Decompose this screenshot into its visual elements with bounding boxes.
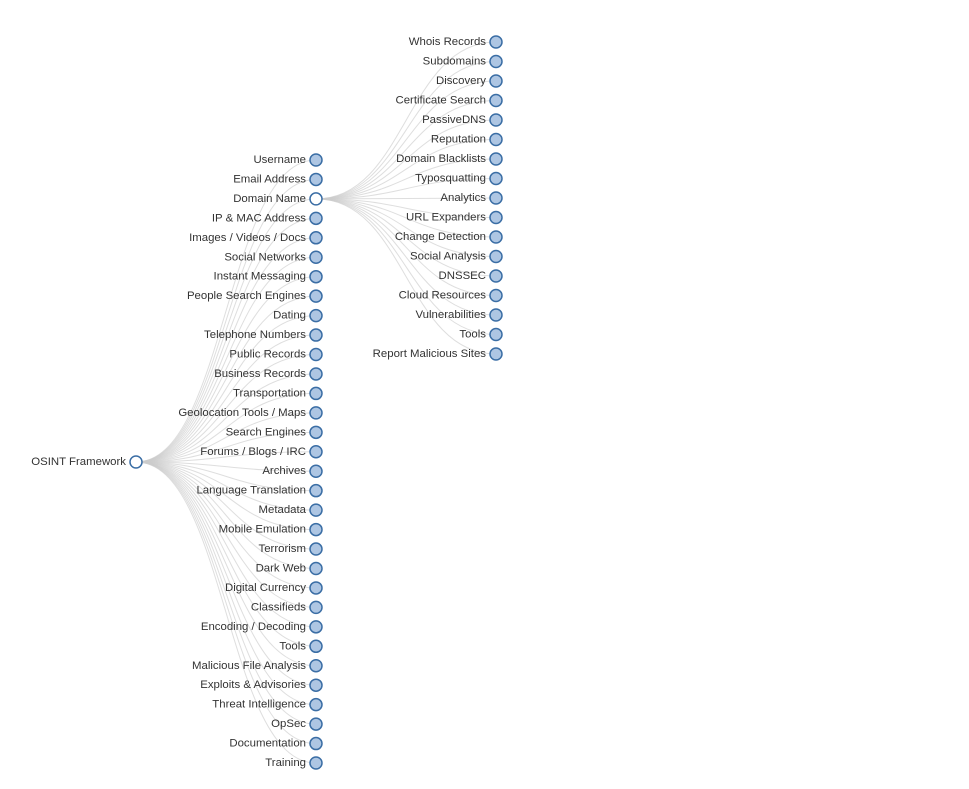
svg-text:Domain Name: Domain Name: [233, 193, 306, 205]
svg-text:OSINT Framework: OSINT Framework: [31, 456, 126, 468]
svg-text:PassiveDNS: PassiveDNS: [422, 114, 486, 126]
svg-text:Forums / Blogs / IRC: Forums / Blogs / IRC: [200, 446, 306, 458]
svg-text:Transportation: Transportation: [233, 387, 306, 399]
svg-text:Typosquatting: Typosquatting: [415, 173, 486, 185]
svg-text:Metadata: Metadata: [259, 504, 307, 516]
svg-text:DNSSEC: DNSSEC: [439, 270, 486, 282]
svg-text:Certificate Search: Certificate Search: [395, 95, 486, 107]
svg-text:OpSec: OpSec: [271, 718, 306, 730]
svg-text:URL Expanders: URL Expanders: [406, 212, 486, 224]
svg-text:Documentation: Documentation: [229, 738, 306, 750]
svg-text:Geolocation Tools / Maps: Geolocation Tools / Maps: [178, 407, 306, 419]
svg-text:Vulnerabilities: Vulnerabilities: [416, 309, 487, 321]
svg-text:Threat Intelligence: Threat Intelligence: [212, 699, 306, 711]
svg-text:Social Analysis: Social Analysis: [410, 251, 486, 263]
svg-text:Archives: Archives: [262, 465, 306, 477]
svg-text:Tools: Tools: [279, 640, 306, 652]
svg-text:Reputation: Reputation: [431, 134, 486, 146]
svg-text:Change Detection: Change Detection: [395, 231, 486, 243]
svg-text:Business Records: Business Records: [214, 368, 306, 380]
svg-text:Instant Messaging: Instant Messaging: [214, 271, 306, 283]
svg-text:Search Engines: Search Engines: [226, 426, 307, 438]
svg-text:Public Records: Public Records: [229, 349, 306, 361]
svg-text:Dating: Dating: [273, 310, 306, 322]
svg-text:Email Address: Email Address: [233, 173, 306, 185]
svg-text:Images / Videos / Docs: Images / Videos / Docs: [189, 232, 306, 244]
svg-text:Telephone Numbers: Telephone Numbers: [204, 329, 306, 341]
svg-text:Encoding / Decoding: Encoding / Decoding: [201, 621, 306, 633]
svg-text:Subdomains: Subdomains: [423, 56, 487, 68]
svg-text:Mobile Emulation: Mobile Emulation: [219, 524, 306, 536]
svg-text:Terrorism: Terrorism: [259, 543, 306, 555]
svg-text:Whois Records: Whois Records: [409, 36, 487, 48]
svg-text:Exploits & Advisories: Exploits & Advisories: [200, 679, 306, 691]
svg-text:Username: Username: [253, 154, 306, 166]
svg-text:People Search Engines: People Search Engines: [187, 290, 306, 302]
svg-text:Digital Currency: Digital Currency: [225, 582, 306, 594]
svg-text:Domain Blacklists: Domain Blacklists: [396, 153, 486, 165]
svg-text:Report Malicious Sites: Report Malicious Sites: [373, 348, 487, 360]
svg-text:Discovery: Discovery: [436, 75, 486, 87]
svg-text:Language Translation: Language Translation: [196, 485, 306, 497]
svg-text:Malicious File Analysis: Malicious File Analysis: [192, 660, 306, 672]
svg-text:Dark Web: Dark Web: [256, 562, 306, 574]
svg-text:Social Networks: Social Networks: [224, 251, 306, 263]
svg-text:Training: Training: [265, 757, 306, 769]
svg-text:Analytics: Analytics: [440, 192, 486, 204]
svg-text:IP & MAC Address: IP & MAC Address: [212, 212, 306, 224]
svg-text:Tools: Tools: [459, 329, 486, 341]
svg-text:Classifieds: Classifieds: [251, 601, 306, 613]
svg-text:Cloud Resources: Cloud Resources: [399, 290, 487, 302]
